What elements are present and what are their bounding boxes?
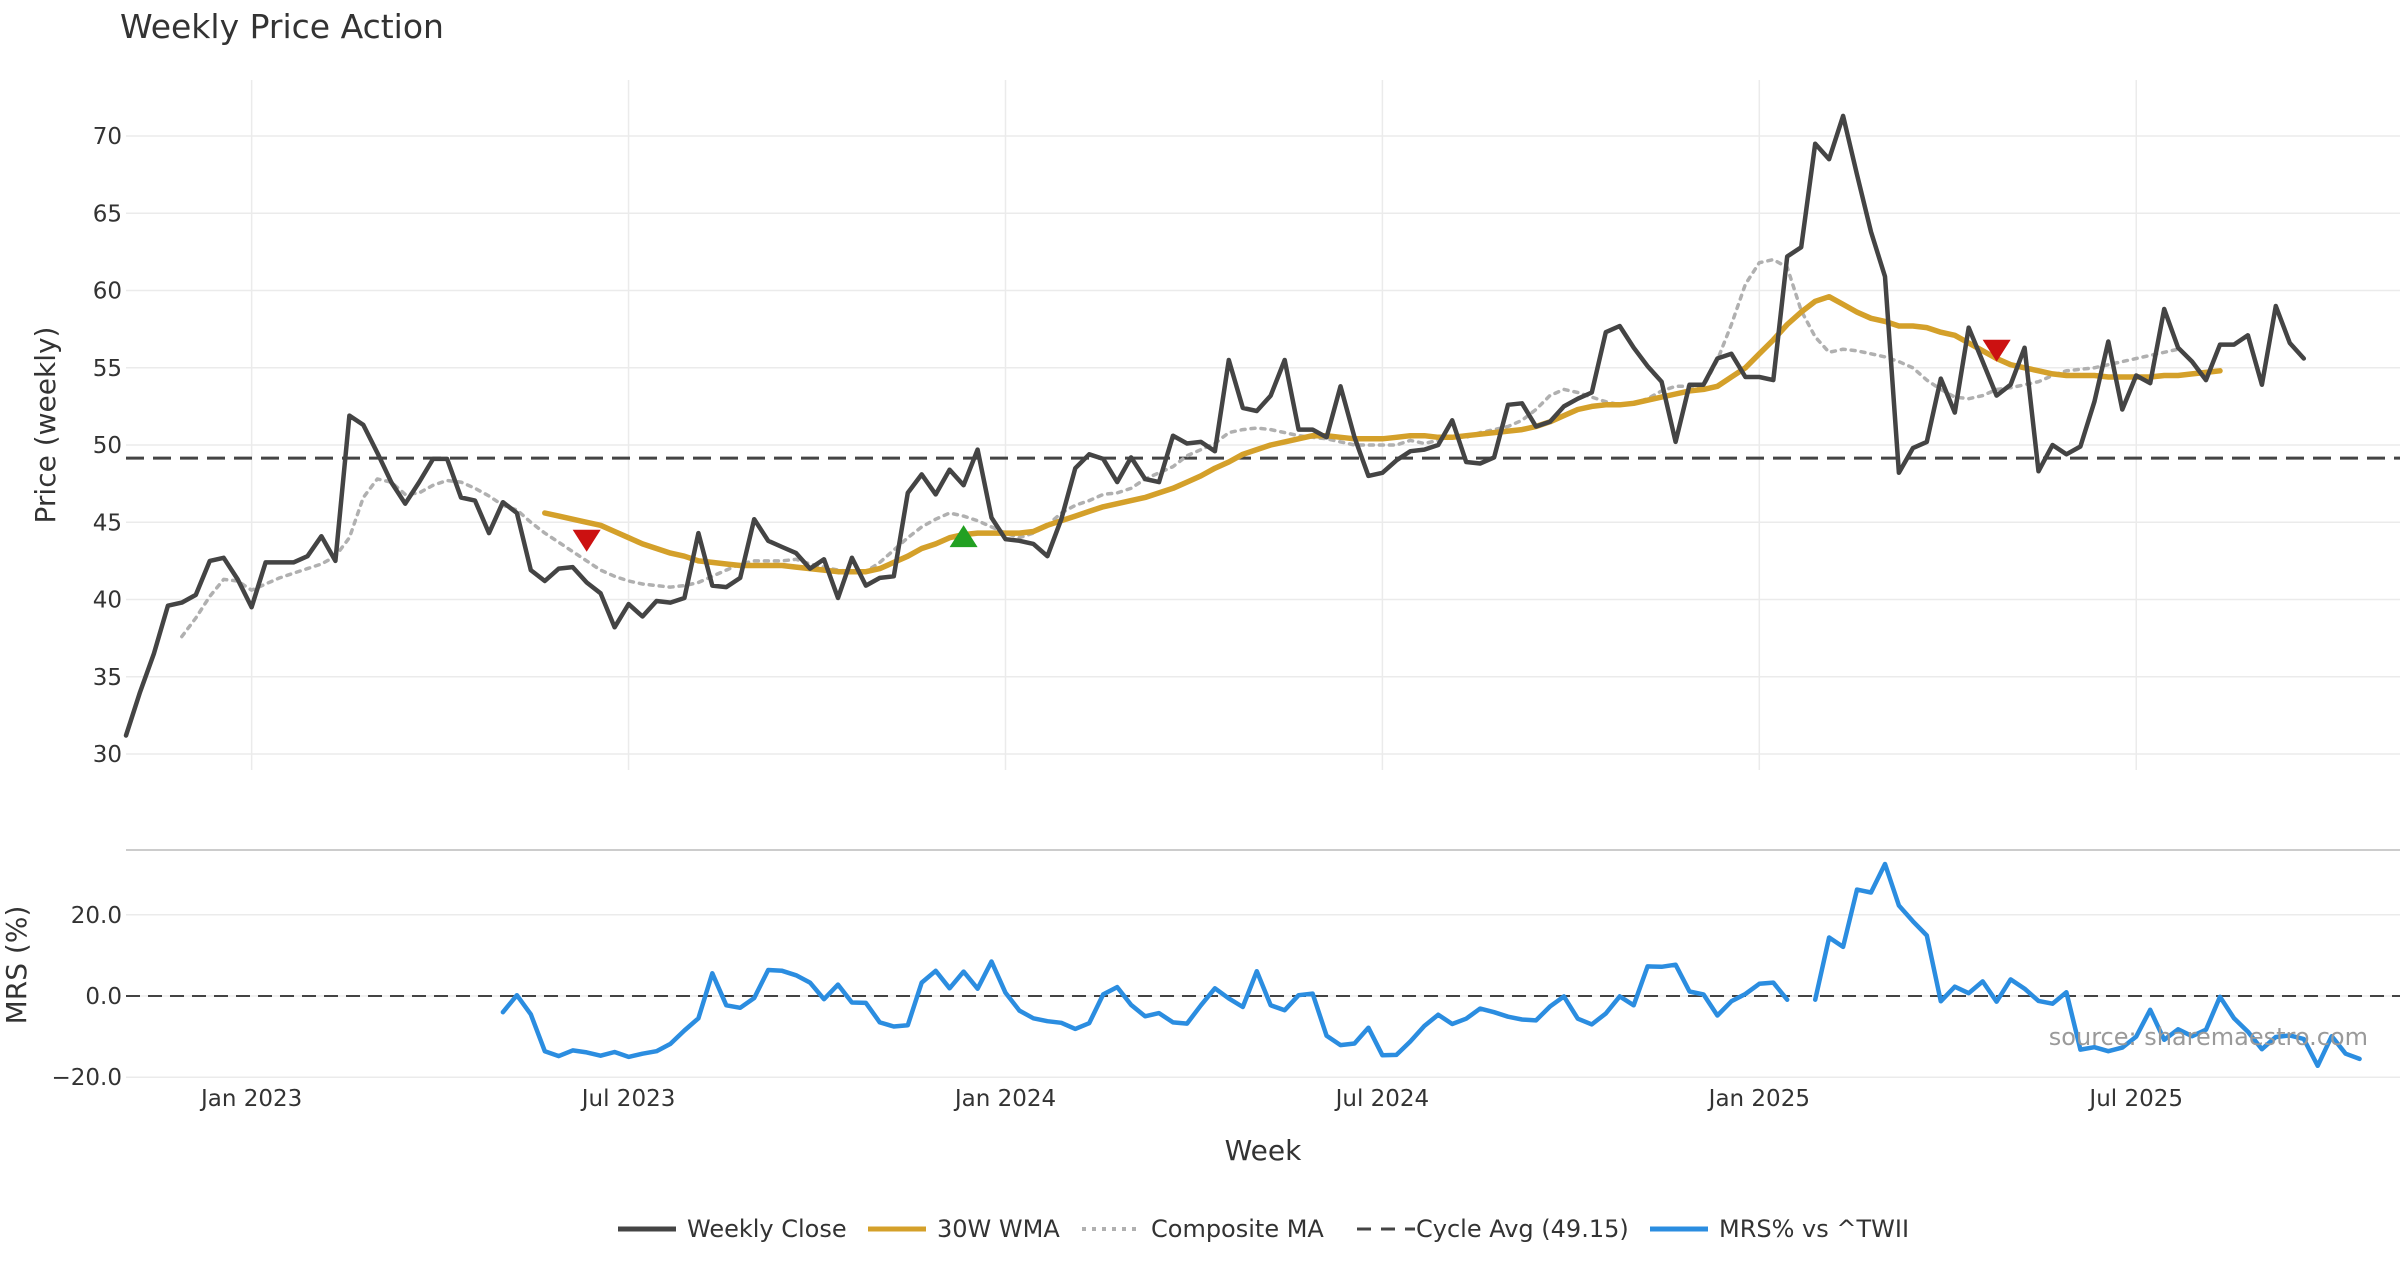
price-y-tick-label: 55 (93, 356, 122, 382)
price-gridlines (126, 80, 2400, 770)
wma-30w-line (542, 293, 2223, 575)
mrs-y-tick-label: 0.0 (85, 984, 122, 1010)
legend-label-30w-wma: 30W WMA (937, 1215, 1060, 1243)
x-tick-label: Jul 2024 (1334, 1086, 1430, 1112)
sell-signal-marker (1982, 339, 2011, 362)
legend-label-mrs: MRS% vs ^TWII (1719, 1215, 1909, 1243)
price-y-tick-label: 30 (93, 742, 122, 768)
x-tick-label: Jan 2025 (1707, 1086, 1810, 1112)
legend-item-30w-wma: 30W WMA (868, 1215, 1060, 1243)
price-y-tick-label: 50 (93, 433, 122, 459)
mrs-line (500, 861, 2362, 1069)
legend-label-cycle-avg: Cycle Avg (49.15) (1416, 1215, 1629, 1243)
mrs-series (500, 861, 2362, 1069)
legend-item-composite-ma: Composite MA (1082, 1215, 1324, 1243)
x-tick-label: Jan 2024 (953, 1086, 1056, 1112)
price-series (123, 113, 2307, 738)
composite-ma-line (180, 257, 2180, 639)
price-y-tick-label: 70 (93, 124, 122, 150)
mrs-y-axis-title: MRS (%) (0, 906, 33, 1025)
price-y-tick-label: 65 (93, 201, 122, 227)
buy-signal-marker (949, 525, 978, 548)
legend-item-mrs: MRS% vs ^TWII (1650, 1215, 1909, 1243)
legend-item-cycle-avg: Cycle Avg (49.15) (1357, 1215, 1629, 1243)
legend: Weekly Close 30W WMA Composite MA Cycle … (618, 1215, 1909, 1243)
mrs-y-axis: 20.0 0.0 −20.0 (52, 903, 122, 1091)
legend-label-weekly-close: Weekly Close (687, 1215, 847, 1243)
x-axis: Jan 2023 Jul 2023 Jan 2024 Jul 2024 Jan 2025… (199, 1086, 2183, 1112)
price-y-tick-label: 45 (93, 510, 122, 536)
x-axis-title: Week (1225, 1134, 1302, 1167)
watermark: source: sharemaestro.com (2049, 1023, 2368, 1051)
price-y-axis: 30 35 40 45 50 55 60 65 70 (93, 124, 122, 768)
mrs-y-tick-label: 20.0 (71, 903, 122, 929)
sell-signal-marker (572, 529, 601, 552)
chart-title: Weekly Price Action (120, 7, 444, 46)
legend-label-composite-ma: Composite MA (1151, 1215, 1324, 1243)
x-tick-label: Jan 2023 (199, 1086, 302, 1112)
weekly-close-line (123, 113, 2307, 738)
price-y-tick-label: 60 (93, 279, 122, 305)
legend-item-weekly-close: Weekly Close (618, 1215, 847, 1243)
mrs-y-tick-label: −20.0 (52, 1065, 122, 1091)
price-y-tick-label: 40 (93, 588, 122, 614)
x-tick-label: Jul 2023 (580, 1086, 676, 1112)
price-y-axis-title: Price (weekly) (29, 327, 62, 524)
signal-markers (572, 339, 2011, 552)
x-tick-label: Jul 2025 (2087, 1086, 2183, 1112)
price-y-tick-label: 35 (93, 665, 122, 691)
